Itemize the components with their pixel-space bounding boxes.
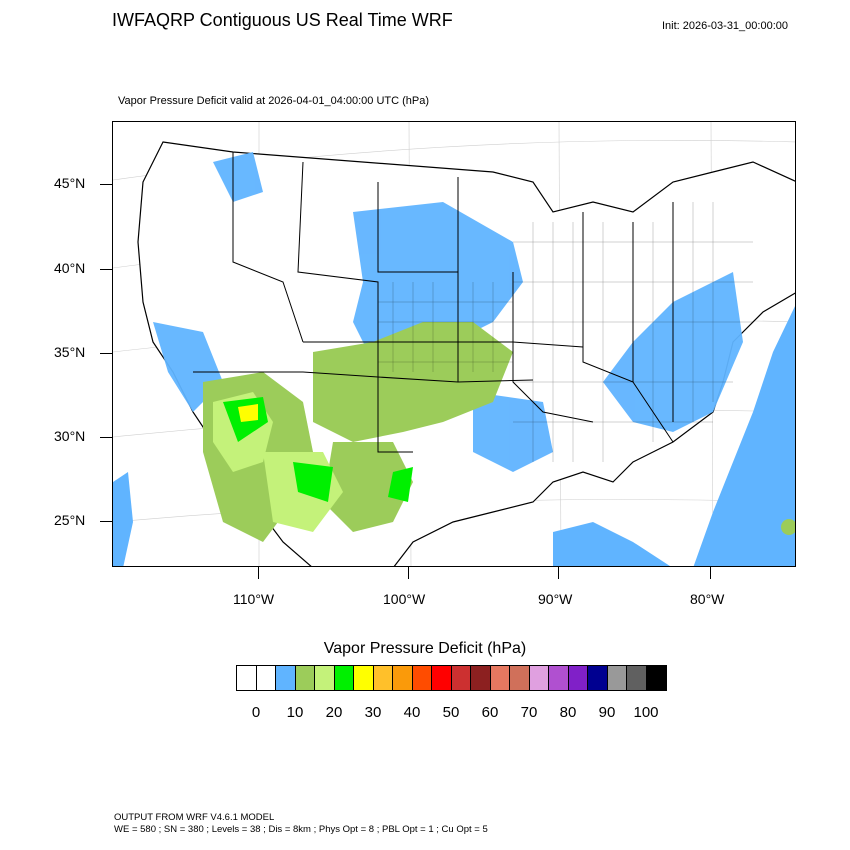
vpd-map [113,122,795,566]
colorbar-box [549,666,569,690]
colorbar-box [393,666,413,690]
map-title: IWFAQRP Contiguous US Real Time WRF [112,10,453,30]
lat-tick [100,437,112,438]
colorbar-box [627,666,647,690]
lat-label-30: 30°N [54,428,86,444]
colorbar-box [529,666,549,690]
colorbar-label: 90 [598,704,616,721]
lat-label-40: 40°N [54,260,86,276]
colorbar-box [568,666,588,690]
colorbar-label: 40 [403,704,421,721]
colorbar-label: 60 [481,704,499,721]
colorbar-box [237,666,257,690]
colorbar-label: 100 [633,704,659,721]
colorbar-box [256,666,276,690]
colorbar-box [588,666,608,690]
county-borders [378,202,753,462]
lon-tick [710,567,711,579]
colorbar-label: 10 [286,704,304,721]
init-time-label: Init: 2026-03-31_00:00:00 [662,20,788,32]
map-subtitle: Vapor Pressure Deficit valid at 2026-04-… [118,95,430,107]
colorbar-box [315,666,335,690]
colorbar-label: 0 [251,704,261,721]
colorbar-box [490,666,510,690]
lat-label-25: 25°N [54,512,86,528]
model-info: OUTPUT FROM WRF V4.6.1 MODEL WE = 580 ; … [114,812,488,836]
colorbar [236,665,667,691]
lon-label-90w: 90°W [538,591,573,607]
model-info-line2: WE = 580 ; SN = 380 ; Levels = 38 ; Dis … [114,824,488,835]
colorbar-box [510,666,530,690]
lon-tick [408,567,409,579]
colorbar-label: 20 [325,704,343,721]
lon-tick [558,567,559,579]
colorbar-box [607,666,627,690]
lat-tick [100,353,112,354]
colorbar-label: 70 [520,704,538,721]
lon-label-100w: 100°W [383,591,426,607]
lat-tick [100,269,112,270]
colorbar-box [432,666,452,690]
model-info-line1: OUTPUT FROM WRF V4.6.1 MODEL [114,812,275,823]
lat-label-45: 45°N [54,175,86,191]
colorbar-label: 50 [442,704,460,721]
colorbar-box [646,666,666,690]
lon-tick [258,567,259,579]
ocean-fill [113,306,795,566]
colorbar-box [354,666,374,690]
lon-label-110w: 110°W [233,591,275,607]
colorbar-box [451,666,471,690]
colorbar-label: 30 [364,704,382,721]
map-panel [112,121,796,567]
colorbar-box [373,666,393,690]
colorbar-title: Vapor Pressure Deficit (hPa) [323,640,527,657]
colorbar-label: 80 [559,704,577,721]
colorbar-box [471,666,491,690]
colorbar-box [276,666,296,690]
colorbar-box [334,666,354,690]
vpd-fill-30 [238,404,258,422]
colorbar-box [412,666,432,690]
lat-tick [100,184,112,185]
lon-label-80w: 80°W [690,591,725,607]
lat-label-35: 35°N [54,344,86,360]
colorbar-box [295,666,315,690]
lat-tick [100,521,112,522]
